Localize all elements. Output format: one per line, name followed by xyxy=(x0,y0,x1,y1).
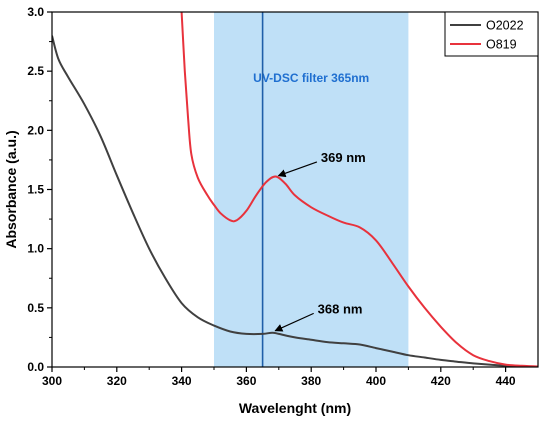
annotation-label: 368 nm xyxy=(318,301,363,316)
x-tick-label: 380 xyxy=(301,374,321,388)
filter-band xyxy=(214,12,409,367)
x-tick-label: 420 xyxy=(431,374,451,388)
x-tick-label: 300 xyxy=(42,374,62,388)
y-tick-label: 1.0 xyxy=(27,242,44,256)
y-tick-label: 2.5 xyxy=(27,64,44,78)
y-tick-label: 0.5 xyxy=(27,301,44,315)
x-tick-label: 440 xyxy=(496,374,516,388)
x-tick-label: 340 xyxy=(172,374,192,388)
x-tick-label: 320 xyxy=(107,374,127,388)
legend-label: O819 xyxy=(486,38,517,52)
x-tick-label: 360 xyxy=(236,374,256,388)
y-axis-title: Absorbance (a.u.) xyxy=(3,130,19,248)
y-tick-label: 3.0 xyxy=(27,5,44,19)
x-axis-title: Wavelenght (nm) xyxy=(239,400,351,416)
annotation-label: 369 nm xyxy=(321,150,366,165)
legend-label: O2022 xyxy=(486,19,524,33)
annotation-arrow xyxy=(277,161,318,178)
series-line-o2022 xyxy=(52,35,538,367)
series-line-o819 xyxy=(180,12,538,367)
y-tick-label: 2.0 xyxy=(27,123,44,137)
x-tick-label: 400 xyxy=(366,374,386,388)
annotation-arrow xyxy=(274,312,314,332)
legend-box xyxy=(444,11,539,57)
legend: O2022 O819 xyxy=(444,11,539,57)
y-tick-label: 1.5 xyxy=(27,183,44,197)
band-label: UV-DSC filter 365nm xyxy=(253,71,369,85)
y-tick-label: 0.0 xyxy=(27,360,44,374)
